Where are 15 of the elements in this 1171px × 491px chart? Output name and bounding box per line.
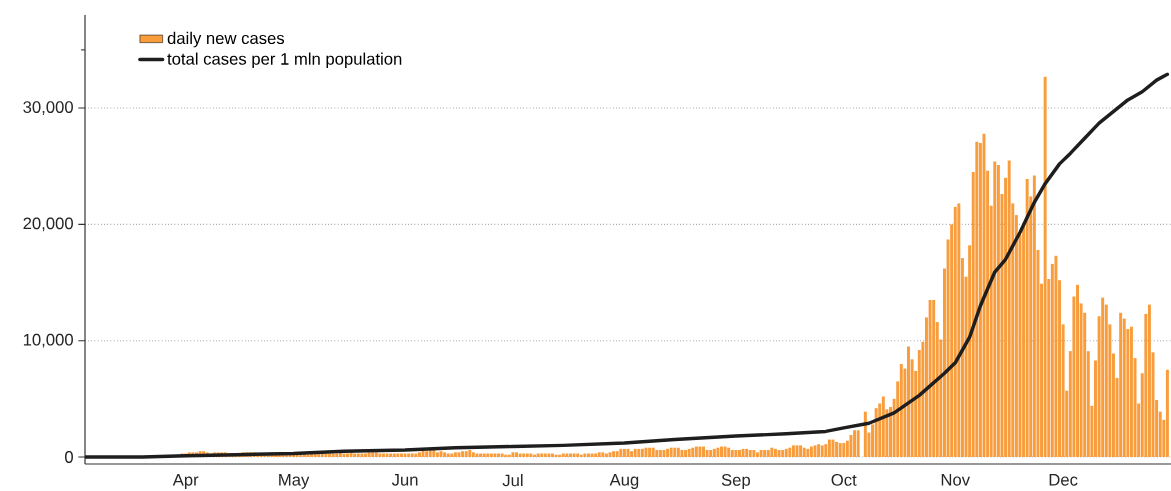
x-tick-label: Jul xyxy=(502,474,523,487)
x-tick-label: May xyxy=(279,474,310,489)
y-tick-label: 0 xyxy=(65,451,73,463)
x-tick-label: Sep xyxy=(721,474,751,490)
x-tick-label: Aug xyxy=(609,474,639,489)
y-tick-label: 10,000 xyxy=(23,333,73,348)
legend-label: total cases per 1 mln population xyxy=(167,52,402,69)
y-tick-label: 30,000 xyxy=(23,101,73,115)
x-tick-label: Apr xyxy=(172,474,199,489)
x-tick-label: Jun xyxy=(391,474,418,486)
x-tick-label: Dec xyxy=(1049,474,1078,486)
y-tick-label: 20,000 xyxy=(23,217,73,232)
legend-label: daily new cases xyxy=(167,31,285,48)
x-tick-label: Oct xyxy=(831,474,857,486)
x-tick-label: Nov xyxy=(941,474,970,486)
